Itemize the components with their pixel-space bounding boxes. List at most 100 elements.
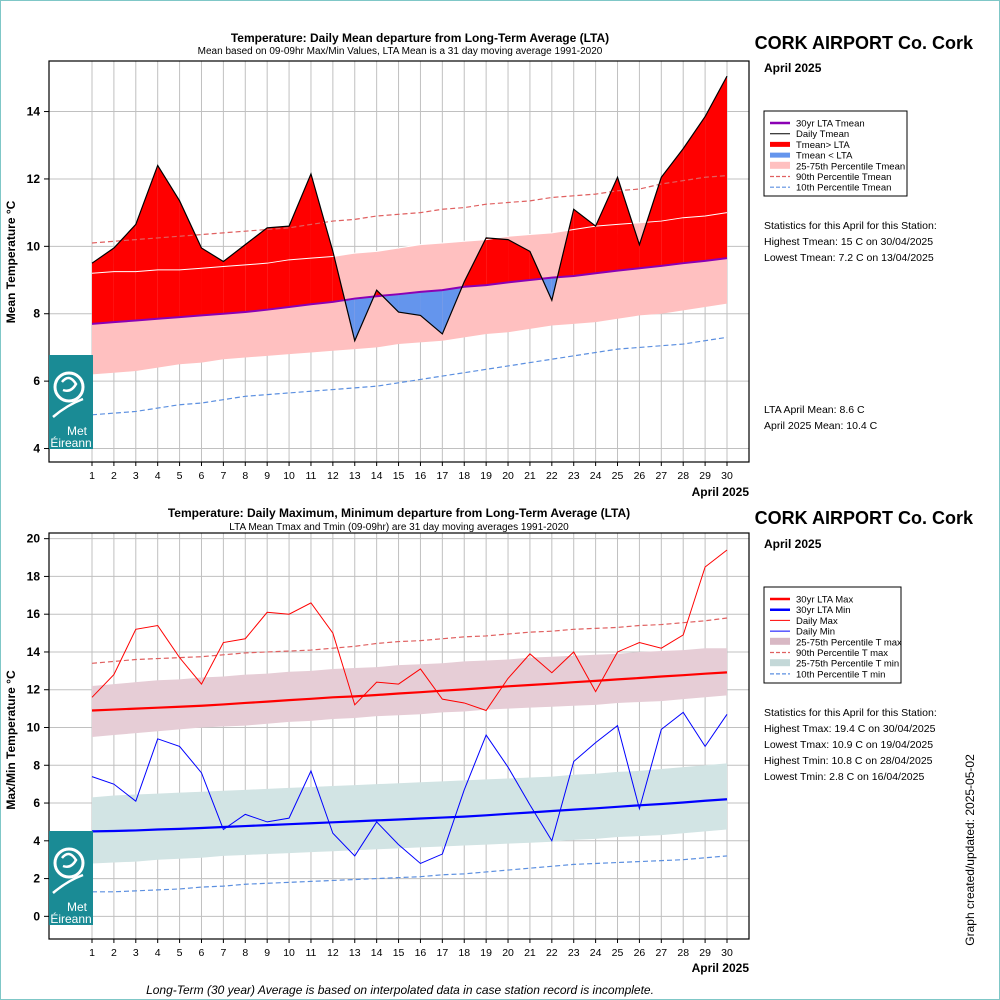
logo-tail-icon (52, 873, 84, 894)
bottom-x-tick-label: 20 (502, 947, 514, 959)
top-legend-swatch (770, 161, 790, 169)
bottom-x-tick-label: 28 (677, 947, 689, 959)
above-lta-fill (223, 244, 246, 314)
bottom-chart: Temperature: Daily Maximum, Minimum depa… (4, 506, 974, 975)
top-x-tick-label: 13 (349, 470, 361, 482)
bottom-x-tick-label: 13 (349, 947, 361, 959)
top-summary-lta: LTA April Mean: 8.6 C (764, 404, 865, 416)
bottom-stat-line: Lowest Tmin: 2.8 C on 16/04/2025 (764, 771, 924, 783)
top-x-tick-label: 11 (306, 470, 317, 482)
bottom-x-tick-label: 12 (327, 947, 339, 959)
bottom-chart-title: Temperature: Daily Maximum, Minimum depa… (168, 506, 630, 520)
top-x-tick-label: 28 (677, 470, 689, 482)
bottom-y-tick-label: 2 (33, 872, 40, 886)
above-lta-fill (179, 200, 202, 318)
bottom-y-tick-label: 6 (33, 796, 40, 810)
above-lta-fill (573, 209, 596, 276)
bottom-x-tick-label: 25 (612, 947, 624, 959)
bottom-x-tick-label: 17 (437, 947, 449, 959)
bottom-legend-entry: Daily Min (796, 627, 835, 638)
top-month-label: April 2025 (764, 61, 822, 75)
bottom-x-tick-label: 16 (415, 947, 427, 959)
top-stats-title: Statistics for this April for this Stati… (764, 220, 937, 232)
top-stat-line: Lowest Tmean: 7.2 C on 13/04/2025 (764, 252, 934, 264)
top-x-tick-label: 26 (634, 470, 646, 482)
above-lta-fill (92, 248, 114, 324)
logo-text-line2: Éireann (50, 911, 91, 926)
top-stat-line: Highest Tmean: 15 C on 30/04/2025 (764, 236, 933, 248)
bottom-chart-subtitle: LTA Mean Tmax and Tmin (09-09hr) are 31 … (229, 522, 569, 533)
top-y-tick-label: 12 (27, 172, 41, 186)
bottom-x-tick-label: 11 (306, 947, 317, 959)
top-x-tick-label: 17 (437, 470, 449, 482)
top-x-tick-label: 9 (264, 470, 270, 482)
bottom-station-name: CORK AIRPORT Co. Cork (755, 508, 974, 528)
top-x-tick-label: 29 (699, 470, 711, 482)
top-legend-entry: Tmean> LTA (796, 140, 850, 151)
logo-swirl-icon (53, 371, 85, 403)
top-x-tick-label: 22 (546, 470, 558, 482)
p90-tmax-line (91, 617, 728, 664)
logo-text-line1: Met (67, 424, 88, 438)
top-x-tick-label: 8 (242, 470, 248, 482)
bottom-legend-entry: Daily Max (796, 616, 838, 627)
above-lta-fill (661, 148, 684, 266)
bottom-legend-swatch (770, 637, 790, 645)
above-lta-fill (683, 116, 706, 264)
top-x-tick-label: 2 (111, 470, 117, 482)
top-x-tick-label: 21 (524, 470, 536, 482)
footer-note: Long-Term (30 year) Average is based on … (146, 983, 654, 997)
p90-tmean-line (91, 174, 728, 244)
top-chart-title: Temperature: Daily Mean departure from L… (231, 31, 609, 45)
top-summary-month: April 2025 Mean: 10.4 C (764, 420, 878, 432)
top-station-name: CORK AIRPORT Co. Cork (755, 33, 974, 53)
bottom-y-tick-label: 8 (33, 758, 40, 772)
bottom-stat-line: Highest Tmin: 10.8 C on 28/04/2025 (764, 755, 933, 767)
bottom-legend-entry: 30yr LTA Max (796, 595, 853, 606)
bottom-x-tick-label: 8 (242, 947, 248, 959)
bottom-x-tick-label: 24 (590, 947, 602, 959)
bottom-x-tick-label: 4 (155, 947, 161, 959)
top-legend-entry: 25-75th Percentile Tmean (796, 161, 905, 172)
bottom-y-tick-label: 4 (33, 834, 40, 848)
bottom-x-tick-label: 2 (111, 947, 117, 959)
bottom-y-axis-label: Max/Min Temperature °C (4, 670, 18, 810)
lta-tmean-line (91, 257, 728, 325)
bottom-x-tick-label: 7 (220, 947, 226, 959)
above-lta-fill (113, 224, 136, 323)
top-x-tick-label: 7 (220, 470, 226, 482)
bottom-x-tick-label: 29 (699, 947, 711, 959)
bottom-legend-entry: 25-75th Percentile T min (796, 659, 899, 670)
top-x-tick-label: 30 (721, 470, 733, 482)
bottom-x-tick-label: 15 (393, 947, 405, 959)
top-legend-entry: 10th Percentile Tmean (796, 183, 891, 194)
bottom-x-tick-label: 1 (89, 947, 95, 959)
above-lta-fill (201, 248, 224, 316)
top-x-tick-label: 15 (393, 470, 405, 482)
bottom-x-tick-label: 22 (546, 947, 558, 959)
bottom-x-tick-label: 26 (634, 947, 646, 959)
top-x-tick-label: 20 (502, 470, 514, 482)
logo-swirl-icon (53, 847, 85, 879)
top-y-tick-label: 10 (27, 239, 41, 253)
above-lta-fill (267, 226, 290, 310)
logo-tail-icon (52, 397, 84, 418)
bottom-legend-swatch (770, 659, 790, 667)
bottom-legend-entry: 10th Percentile T min (796, 669, 885, 680)
graph-updated-label: Graph created/updated: 2025-05-02 (963, 754, 977, 946)
bottom-legend-entry: 90th Percentile T max (796, 648, 888, 659)
bottom-stat-line: Lowest Tmax: 10.9 C on 19/04/2025 (764, 739, 933, 751)
bottom-legend-box (763, 586, 902, 684)
bottom-x-axis-label: April 2025 (692, 961, 750, 975)
bottom-x-tick-label: 10 (283, 947, 295, 959)
bottom-legend-entry: 30yr LTA Min (796, 605, 851, 616)
top-y-axis-label: Mean Temperature °C (4, 200, 18, 323)
above-lta-fill (289, 173, 311, 307)
bottom-y-tick-label: 12 (27, 683, 41, 697)
